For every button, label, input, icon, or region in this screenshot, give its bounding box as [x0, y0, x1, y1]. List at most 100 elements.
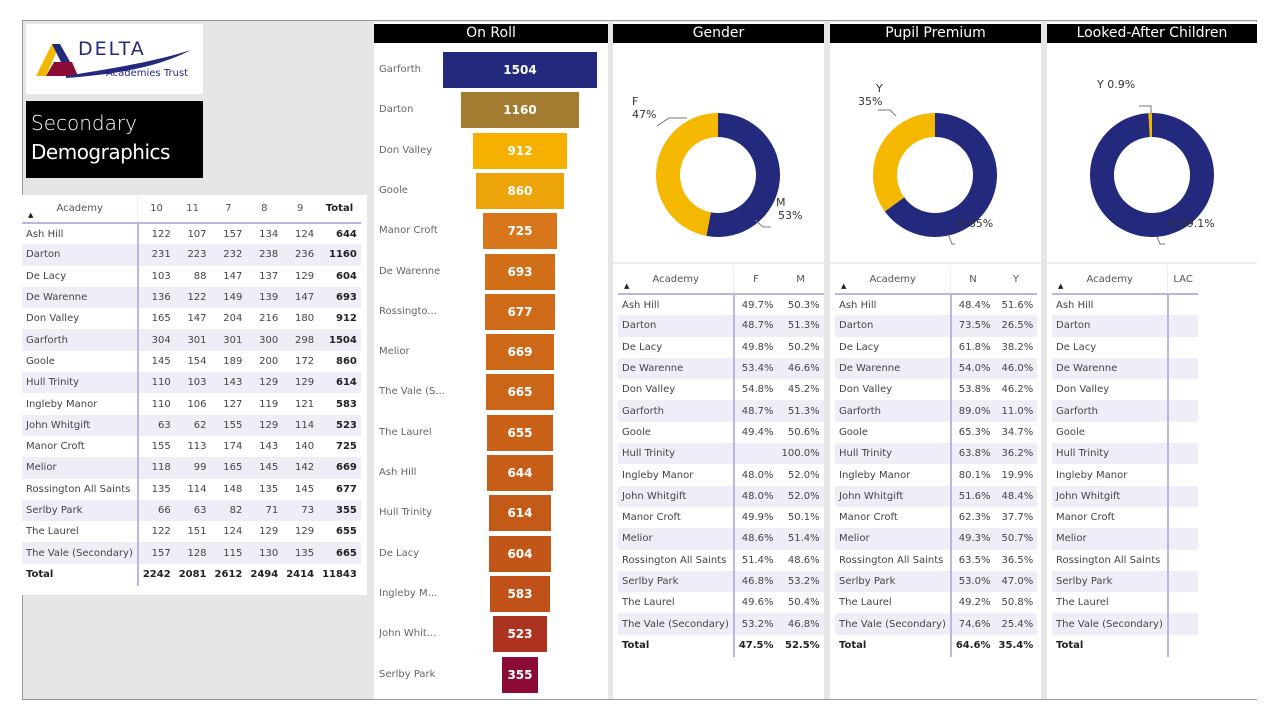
column-header[interactable]: Total [318, 195, 361, 224]
column-header[interactable]: 11 [174, 195, 211, 224]
donut-slice-n[interactable] [884, 113, 997, 238]
table-row[interactable]: John Whitgift [1052, 485, 1198, 507]
funnel-bar[interactable]: 604 [489, 535, 551, 572]
funnel-bar[interactable]: 665 [486, 374, 554, 411]
table-row[interactable]: Don Valley 53.8% 46.2% [835, 379, 1037, 401]
table-row[interactable]: Melior 49.3% 50.7% [835, 528, 1038, 550]
funnel-bar[interactable]: 355 [501, 656, 539, 693]
table-row[interactable]: John Whitgift 48.0% 52.0% [618, 485, 824, 507]
column-header[interactable]: 7 [210, 195, 247, 224]
table-row[interactable]: Serlby Park 46.8% 53.2% [618, 570, 824, 593]
column-header[interactable]: ▲ Academy [835, 266, 952, 295]
table-row[interactable]: De Lacy 61.8% 38.2% [835, 336, 1037, 358]
column-header[interactable]: ▲ Academy [1052, 266, 1169, 295]
funnel-bar[interactable]: 1160 [460, 92, 580, 129]
table-row[interactable]: The Laurel 49.6% 50.4% [618, 592, 824, 614]
table-row[interactable]: John Whitgift 63 62 155 129 114 523 [22, 414, 361, 436]
column-header[interactable]: LAC [1167, 266, 1198, 295]
table-row[interactable]: De Lacy 103 88 147 137 129 604 [22, 265, 361, 287]
table-row[interactable]: Hull Trinity [1052, 443, 1198, 465]
table-row[interactable]: De Warenne 53.4% 46.6% [618, 357, 824, 380]
column-header[interactable]: ▲ Academy [22, 195, 139, 224]
table-row[interactable]: Ingleby Manor 80.1% 19.9% [835, 464, 1037, 486]
column-header[interactable]: M [777, 266, 824, 295]
table-row[interactable]: Hull Trinity 63.8% 36.2% [835, 443, 1038, 465]
table-row[interactable]: De Warenne 54.0% 46.0% [835, 357, 1038, 380]
sort-ascending-icon[interactable]: ▲ [28, 211, 34, 219]
table-row[interactable]: De Lacy 49.8% 50.2% [618, 336, 824, 358]
sort-ascending-icon[interactable]: ▲ [841, 282, 847, 290]
funnel-bar[interactable]: 677 [485, 293, 555, 330]
table-row[interactable]: The Laurel [1052, 592, 1198, 614]
column-header[interactable]: 8 [246, 195, 283, 224]
table-row[interactable]: The Laurel 49.2% 50.8% [835, 592, 1037, 614]
column-header[interactable]: ▲ Academy [618, 266, 735, 295]
table-row[interactable]: The Laurel 122 151 124 129 129 655 [22, 521, 361, 543]
funnel-bar[interactable]: 583 [490, 575, 550, 612]
funnel-bar[interactable]: 523 [493, 616, 547, 653]
table-row[interactable]: Ash Hill 48.4% 51.6% [835, 294, 1037, 316]
table-row[interactable]: Manor Croft 49.9% 50.1% [618, 506, 824, 529]
table-row[interactable]: The Vale (Secondary) 74.6% 25.4% [835, 613, 1038, 635]
donut-slice-m[interactable] [706, 113, 781, 238]
donut-slice-y[interactable] [1148, 113, 1152, 138]
table-row[interactable]: Don Valley 165 147 204 216 180 912 [22, 308, 361, 330]
table-row[interactable]: Ingleby Manor [1052, 464, 1198, 486]
table-row[interactable]: Garforth 304 301 301 300 298 1504 [22, 329, 361, 351]
table-row[interactable]: John Whitgift 51.6% 48.4% [835, 485, 1038, 507]
column-header[interactable]: F [733, 266, 778, 295]
table-row[interactable]: Ash Hill 49.7% 50.3% [618, 294, 824, 316]
donut-slice-n[interactable] [1090, 113, 1214, 237]
funnel-bar[interactable]: 655 [486, 414, 554, 451]
table-row[interactable]: Goole 145 154 189 200 172 860 [22, 350, 361, 373]
column-header[interactable]: 10 [137, 195, 175, 224]
table-row[interactable]: Rossington All Saints 51.4% 48.6% [618, 549, 824, 571]
table-row[interactable]: Manor Croft 62.3% 37.7% [835, 506, 1037, 529]
table-row[interactable]: Rossington All Saints 63.5% 36.5% [835, 549, 1037, 571]
table-row[interactable]: The Vale (Secondary) 53.2% 46.8% [618, 613, 824, 635]
funnel-bar[interactable]: 693 [484, 253, 556, 290]
table-row[interactable]: The Vale (Secondary) 157 128 115 130 135 665 [22, 542, 361, 564]
donut-slice-f[interactable] [656, 113, 718, 236]
table-row[interactable]: Hull Trinity 110 103 143 129 129 614 [22, 372, 361, 394]
table-row[interactable]: Goole 49.4% 50.6% [618, 421, 824, 444]
column-header[interactable]: N [950, 266, 995, 295]
table-row[interactable]: Serlby Park [1052, 570, 1198, 593]
table-row[interactable]: Ingleby Manor 48.0% 52.0% [618, 464, 824, 486]
table-row[interactable]: Garforth 48.7% 51.3% [618, 400, 824, 422]
table-row[interactable]: Serlby Park 53.0% 47.0% [835, 570, 1038, 593]
table-row[interactable]: Darton 231 223 232 238 236 1160 [22, 244, 361, 266]
donut-slice-y[interactable] [873, 113, 935, 212]
table-row[interactable]: Ingleby Manor 110 106 127 119 121 583 [22, 393, 361, 415]
table-row[interactable]: Serlby Park 66 63 82 71 73 355 [22, 499, 361, 522]
table-row[interactable]: Don Valley [1052, 379, 1198, 401]
table-row[interactable]: Garforth [1052, 400, 1198, 422]
funnel-bar[interactable]: 725 [483, 213, 557, 250]
table-row[interactable]: De Warenne [1052, 357, 1198, 380]
table-row[interactable]: Manor Croft 155 113 174 143 140 725 [22, 435, 361, 458]
table-row[interactable]: De Warenne 136 122 149 139 147 693 [22, 286, 361, 309]
funnel-bar[interactable]: 614 [488, 495, 552, 532]
table-row[interactable]: Rossington All Saints [1052, 549, 1198, 571]
table-row[interactable]: Melior [1052, 528, 1198, 550]
table-row[interactable]: Goole [1052, 421, 1198, 444]
column-header[interactable]: Y [994, 266, 1038, 295]
funnel-bar[interactable]: 860 [476, 172, 564, 209]
table-row[interactable]: Hull Trinity 100.0% [618, 443, 824, 465]
table-row[interactable]: Darton [1052, 315, 1198, 337]
table-row[interactable]: Melior 118 99 165 145 142 669 [22, 457, 361, 479]
column-header[interactable]: 9 [282, 195, 319, 224]
sort-ascending-icon[interactable]: ▲ [1058, 282, 1064, 290]
table-row[interactable]: Ash Hill 122 107 157 134 124 644 [22, 223, 361, 245]
table-row[interactable]: Darton 48.7% 51.3% [618, 315, 824, 337]
funnel-bar[interactable]: 644 [487, 455, 553, 491]
table-row[interactable]: De Lacy [1052, 336, 1198, 358]
sort-ascending-icon[interactable]: ▲ [624, 282, 630, 290]
table-row[interactable]: Manor Croft [1052, 506, 1198, 529]
table-row[interactable]: The Vale (Secondary) [1052, 613, 1198, 635]
funnel-bar[interactable]: 669 [485, 334, 555, 371]
funnel-bar[interactable]: 912 [473, 132, 567, 169]
table-row[interactable]: Ash Hill [1052, 294, 1198, 316]
funnel-bar[interactable]: 1504 [443, 52, 597, 88]
table-row[interactable]: Goole 65.3% 34.7% [835, 421, 1037, 444]
